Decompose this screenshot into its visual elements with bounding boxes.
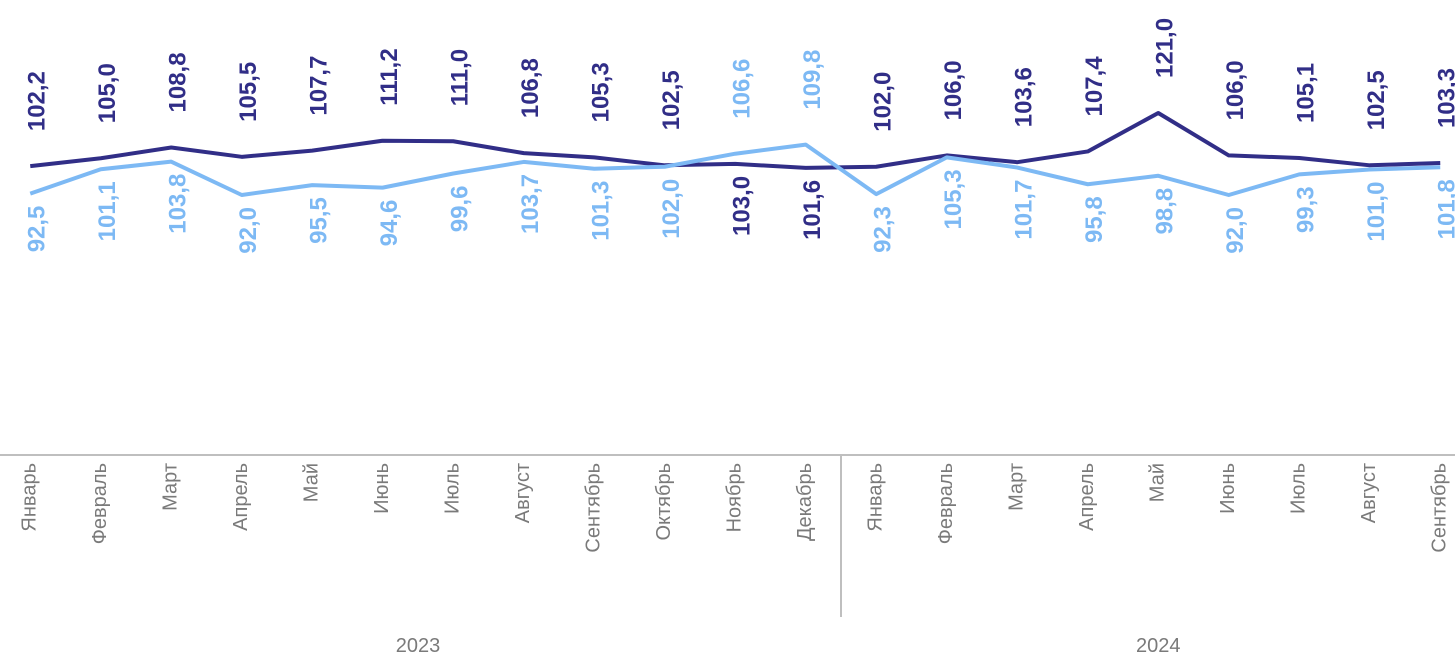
data-label: 95,5 — [306, 197, 333, 244]
data-label: 105,1 — [1293, 63, 1320, 123]
data-label: 102,5 — [658, 70, 685, 130]
data-label: 101,1 — [94, 181, 121, 241]
data-label: 99,6 — [447, 186, 474, 233]
x-tick-label: Май — [1147, 463, 1169, 502]
series-line — [29, 142, 1441, 197]
x-tick-label: Январь — [19, 463, 41, 532]
data-label: 106,8 — [517, 58, 544, 118]
x-tick-label: Июль — [442, 463, 464, 514]
data-label: 103,6 — [1011, 67, 1038, 127]
data-label: 99,3 — [1293, 186, 1320, 233]
x-tick-label: Июнь — [371, 463, 393, 514]
data-label: 103,8 — [165, 174, 192, 234]
x-tick-label: Февраль — [935, 463, 957, 544]
x-tick-label: Апрель — [1076, 463, 1098, 531]
x-tick-label: Октябрь — [653, 463, 675, 541]
data-label: 102,0 — [870, 72, 897, 132]
x-tick-label: Март — [160, 463, 182, 511]
data-label: 109,8 — [799, 50, 826, 110]
x-tick-label: Май — [301, 463, 323, 502]
data-label: 108,8 — [165, 52, 192, 112]
x-tick-label: Февраль — [89, 463, 111, 544]
x-tick-label: Август — [1358, 463, 1380, 523]
data-label: 98,8 — [1152, 188, 1179, 235]
year-label: 2023 — [396, 635, 441, 656]
data-label: 121,0 — [1152, 18, 1179, 78]
x-tick-label: Июль — [1288, 463, 1310, 514]
data-label: 101,0 — [1363, 182, 1390, 242]
data-label: 95,8 — [1081, 196, 1108, 243]
data-label: 111,2 — [376, 48, 403, 105]
x-tick-label: Сентябрь — [1429, 463, 1451, 553]
data-label: 106,0 — [940, 60, 967, 120]
data-label: 105,5 — [235, 62, 262, 122]
data-label: 102,2 — [24, 71, 51, 131]
data-label: 92,3 — [870, 206, 897, 253]
x-tick-label: Апрель — [230, 463, 252, 531]
data-label: 105,3 — [940, 169, 967, 229]
data-label: 103,3 — [1434, 68, 1455, 128]
data-label: 101,6 — [799, 180, 826, 240]
x-tick-label: Ноябрь — [724, 463, 746, 532]
data-label: 106,6 — [729, 59, 756, 119]
data-label: 92,0 — [1222, 207, 1249, 254]
year-label: 2024 — [1136, 635, 1181, 656]
data-label: 103,0 — [729, 176, 756, 236]
data-label: 101,8 — [1434, 179, 1455, 239]
data-label: 103,7 — [517, 174, 544, 234]
x-tick-label: Сентябрь — [583, 463, 605, 553]
data-label: 102,5 — [1363, 70, 1390, 130]
data-label: 94,6 — [376, 200, 403, 247]
x-tick-label: Март — [1006, 463, 1028, 511]
series-line — [30, 111, 1441, 170]
data-label: 101,7 — [1011, 180, 1038, 240]
x-tick-label: Декабрь — [794, 463, 816, 541]
data-label: 107,7 — [306, 56, 333, 116]
x-tick-label: Июнь — [1217, 463, 1239, 514]
data-label: 102,0 — [658, 179, 685, 239]
x-tick-label: Январь — [865, 463, 887, 532]
data-label: 101,3 — [588, 181, 615, 241]
x-tick-label: Август — [512, 463, 534, 523]
data-label: 105,3 — [588, 62, 615, 122]
data-label: 111,0 — [447, 49, 474, 106]
data-label: 107,4 — [1081, 56, 1108, 117]
data-label: 105,0 — [94, 63, 121, 123]
data-label: 92,5 — [24, 206, 51, 253]
data-label: 106,0 — [1222, 60, 1249, 120]
data-label: 92,0 — [235, 207, 262, 254]
